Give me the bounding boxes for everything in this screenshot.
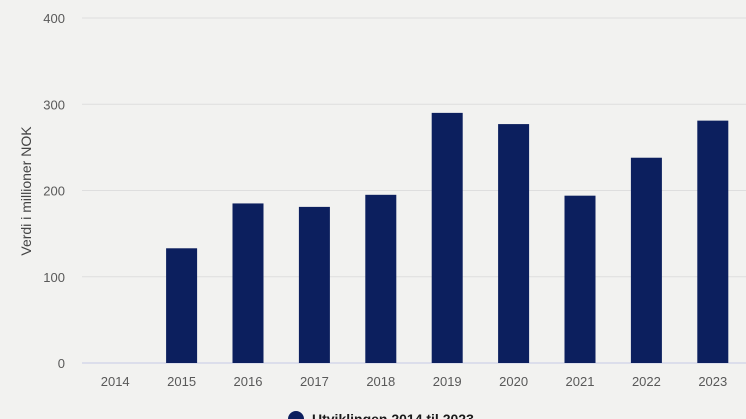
y-axis: 0 100 200 300 400 [43, 11, 65, 371]
legend-label: Utviklingen 2014 til 2023 [312, 411, 474, 419]
x-tick-label: 2015 [167, 374, 196, 389]
legend-marker [288, 411, 304, 419]
y-axis-title: Verdi i millioner NOK [18, 126, 34, 256]
x-tick-label: 2022 [632, 374, 661, 389]
x-tick-label: 2023 [698, 374, 727, 389]
bar-2015[interactable] [166, 248, 198, 363]
y-tick-label: 300 [43, 97, 65, 112]
bar-2016[interactable] [232, 203, 264, 363]
y-tick-label: 200 [43, 184, 65, 199]
legend[interactable]: Utviklingen 2014 til 2023 [288, 411, 474, 419]
y-tick-label: 0 [58, 356, 65, 371]
x-tick-label: 2019 [433, 374, 462, 389]
bar-2023[interactable] [697, 120, 729, 363]
x-tick-label: 2018 [366, 374, 395, 389]
bar-2017[interactable] [298, 206, 330, 363]
bar-2020[interactable] [498, 124, 530, 364]
y-tick-label: 100 [43, 270, 65, 285]
bar-2022[interactable] [630, 157, 662, 363]
x-tick-label: 2016 [234, 374, 263, 389]
x-tick-label: 2014 [101, 374, 130, 389]
x-axis: 2014 2015 2016 2017 2018 2019 2020 2021 2022 2023 [101, 374, 728, 389]
y-tick-label: 400 [43, 11, 65, 26]
bars [166, 112, 729, 364]
x-tick-label: 2017 [300, 374, 329, 389]
x-tick-label: 2021 [566, 374, 595, 389]
x-tick-label: 2020 [499, 374, 528, 389]
bar-2021[interactable] [564, 195, 596, 363]
bar-2019[interactable] [431, 112, 463, 363]
bar-2018[interactable] [365, 194, 397, 363]
